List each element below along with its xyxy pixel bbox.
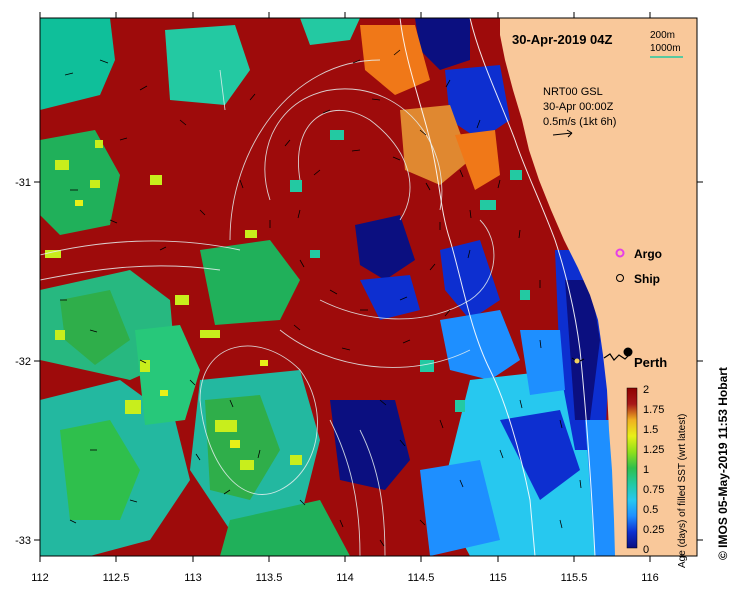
y-tick-label: -33 [15,535,31,547]
colorbar-tick: 1.5 [643,424,658,436]
x-tick-label: 115 [489,572,507,584]
current-note-title: NRT00 GSL [543,86,603,98]
colorbar-tick: 1.75 [643,404,664,416]
depth-legend-200m: 200m [650,30,675,41]
perth-coast-icon [603,352,632,361]
current-note-scale: 0.5m/s (1kt 6h) [543,116,616,128]
colorbar-title: Age (days) of filled SST (wrt latest) [677,414,688,568]
timestamp-label: 30-Apr-2019 04Z [512,32,612,47]
x-tick-label: 113 [184,572,202,584]
colorbar-tick: 0.75 [643,484,664,496]
current-note-time: 30-Apr 00:00Z [543,101,614,113]
scale-arrow-icon [552,129,573,138]
argo-label: Argo [634,247,662,261]
colorbar [626,387,638,549]
x-tick-label: 114.5 [408,572,435,584]
x-tick-label: 112 [31,572,49,584]
colorbar-tick: 0 [643,544,649,556]
x-tick-label: 115.5 [561,572,588,584]
perth-city-icon [623,347,633,357]
y-tick-label: -31 [15,177,31,189]
x-tick-label: 112.5 [103,572,130,584]
colorbar-tick: 0.25 [643,524,664,536]
sst-field [40,18,697,556]
y-tick-label: -32 [15,356,31,368]
plot-frame [39,17,698,557]
colorbar-tick: 1 [643,464,649,476]
axis-ticks [34,12,703,562]
colorbar-tick: 1.25 [643,444,664,456]
colorbar-tick: 2 [643,384,649,396]
depth-legend-1000m: 1000m [650,43,681,54]
current-vectors [60,49,582,547]
argo-marker-icon [615,248,625,258]
colorbar-tick: 0.5 [643,504,658,516]
x-tick-label: 114 [336,572,354,584]
ship-label: Ship [634,272,660,286]
ship-marker-icon [616,274,624,282]
x-tick-label: 116 [641,572,659,584]
x-tick-label: 113.5 [256,572,283,584]
city-label: Perth [634,355,667,370]
credit-label: © IMOS 05-May-2019 11:53 Hobart [716,367,730,560]
